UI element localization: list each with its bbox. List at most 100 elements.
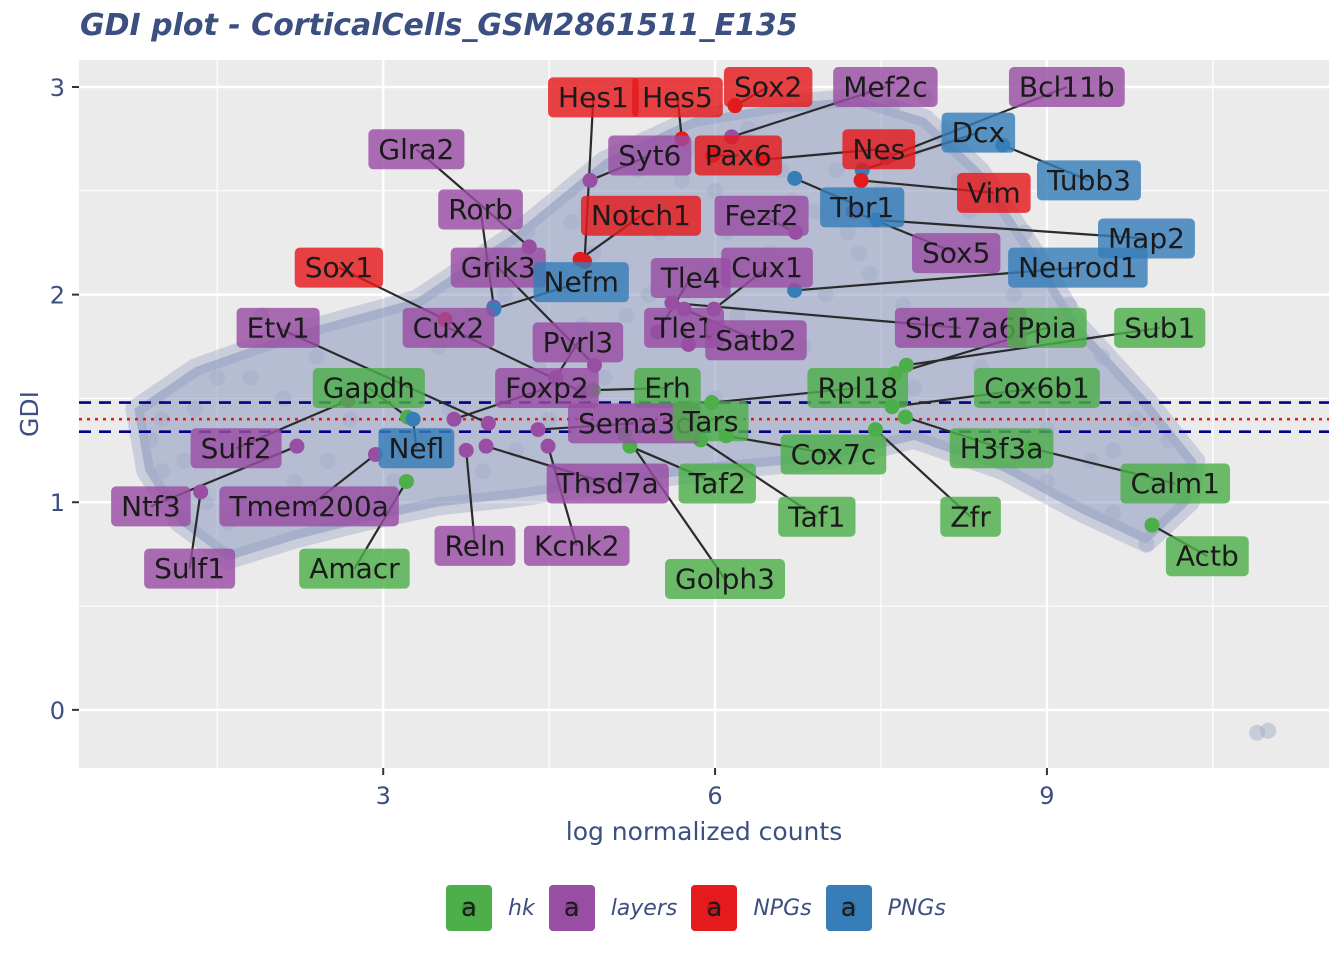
label-text: Reln <box>445 529 506 562</box>
background-point <box>817 286 834 303</box>
label-text: Grik3 <box>461 251 536 284</box>
label-box <box>111 486 191 527</box>
label-taf2: Taf2 <box>678 463 756 504</box>
background-point <box>1105 504 1122 521</box>
label-box <box>190 428 282 469</box>
label-text: Hes5 <box>642 81 713 114</box>
label-box <box>650 258 731 299</box>
x-tick-label: 9 <box>1039 782 1054 810</box>
label-sulf1: Sulf1 <box>144 548 236 589</box>
label-text: Tubb3 <box>1046 164 1131 197</box>
label-tle4: Tle4 <box>650 258 731 299</box>
point-actb <box>1144 517 1160 533</box>
label-text: Cox6b1 <box>984 372 1090 405</box>
background-point <box>861 265 878 282</box>
label-box <box>634 368 701 409</box>
background-point <box>275 390 292 407</box>
gdi-scatter-plot: Hes1 Hes5 Sox2 Mef2c Bcl11b Dcx Tubb3 Glra2 Syt6… <box>15 60 1329 846</box>
label-sub1: Sub1 <box>1114 307 1206 348</box>
label-box <box>672 401 749 442</box>
background-point <box>1094 348 1111 365</box>
label-text: Foxp2 <box>505 372 589 405</box>
label-text: Dcx <box>952 116 1006 149</box>
label-box <box>1165 536 1249 577</box>
label-text: Neurod1 <box>1018 251 1138 284</box>
label-rorb: Rorb <box>438 189 523 230</box>
label-box <box>678 463 756 504</box>
label-text: Rorb <box>448 193 513 226</box>
label-text: Gapdh <box>323 372 415 405</box>
label-box <box>820 187 905 228</box>
label-text: Tle4 <box>660 262 721 295</box>
label-cox6b1: Cox6b1 <box>974 368 1100 409</box>
label-text: Actb <box>1176 540 1239 573</box>
legend-item-pngs: a PNGs <box>825 885 946 931</box>
label-box <box>532 322 624 363</box>
legend-label: NPGs <box>753 895 812 921</box>
label-taf1: Taf1 <box>778 496 856 537</box>
legend-item-layers: a layers <box>548 885 677 931</box>
label-box <box>524 525 630 566</box>
label-box <box>1120 463 1231 504</box>
background-point <box>342 411 359 428</box>
label-box <box>450 247 546 288</box>
label-text: Calm1 <box>1130 467 1220 500</box>
label-box <box>780 434 887 475</box>
label-box <box>402 307 495 348</box>
label-sox5: Sox5 <box>911 233 1001 274</box>
label-tbr1: Tbr1 <box>820 187 905 228</box>
label-text: Ntf3 <box>121 490 181 523</box>
label-text: Etv1 <box>247 311 310 344</box>
point-etv1 <box>480 415 496 431</box>
label-text: Tars <box>682 405 739 438</box>
label-text: Nes <box>852 133 905 166</box>
background-point <box>187 400 204 417</box>
background-point <box>707 182 724 199</box>
background-point <box>474 463 491 480</box>
label-zfr: Zfr <box>940 496 1001 537</box>
label-box <box>911 233 1001 274</box>
label-text: Sox1 <box>305 251 373 284</box>
label-notch1: Notch1 <box>580 195 701 236</box>
label-text: Sub1 <box>1124 311 1195 344</box>
label-box <box>974 368 1100 409</box>
label-box <box>694 135 782 176</box>
label-text: Nefl <box>388 432 444 465</box>
label-cux2: Cux2 <box>402 307 495 348</box>
background-point <box>242 369 259 386</box>
background-point <box>1160 431 1177 448</box>
label-tmem200a: Tmem200a <box>219 486 399 527</box>
label-box <box>632 77 723 118</box>
point-tbr1 <box>787 170 803 186</box>
point-syt6 <box>582 172 598 188</box>
label-box <box>546 463 669 504</box>
legend-label: hk <box>508 895 535 921</box>
label-box <box>721 247 813 288</box>
label-vim: Vim <box>957 172 1031 213</box>
label-bcl11b: Bcl11b <box>1008 66 1125 107</box>
label-grik3: Grik3 <box>450 247 546 288</box>
label-box <box>940 496 1001 537</box>
label-text: Amacr <box>309 552 400 585</box>
label-box <box>665 559 785 600</box>
y-tick-label: 1 <box>50 489 65 517</box>
label-text: Sema3c <box>578 407 691 440</box>
label-tars: Tars <box>672 401 749 442</box>
label-glra2: Glra2 <box>368 129 465 170</box>
background-point <box>519 224 536 241</box>
label-box <box>495 368 599 409</box>
background-point <box>176 452 193 469</box>
label-box <box>644 307 725 348</box>
background-point <box>1260 722 1277 739</box>
label-box <box>438 189 523 230</box>
label-hes5: Hes5 <box>632 77 723 118</box>
label-text: Hes1 <box>558 81 629 114</box>
background-point <box>828 162 845 179</box>
point-thsd7a <box>478 438 494 454</box>
label-box <box>219 486 399 527</box>
label-text: Slc17a6 <box>905 311 1017 344</box>
label-mef2c: Mef2c <box>833 66 938 107</box>
label-sema3c: Sema3c <box>567 403 701 444</box>
connector-golph3 <box>623 433 726 580</box>
label-box <box>434 525 516 566</box>
